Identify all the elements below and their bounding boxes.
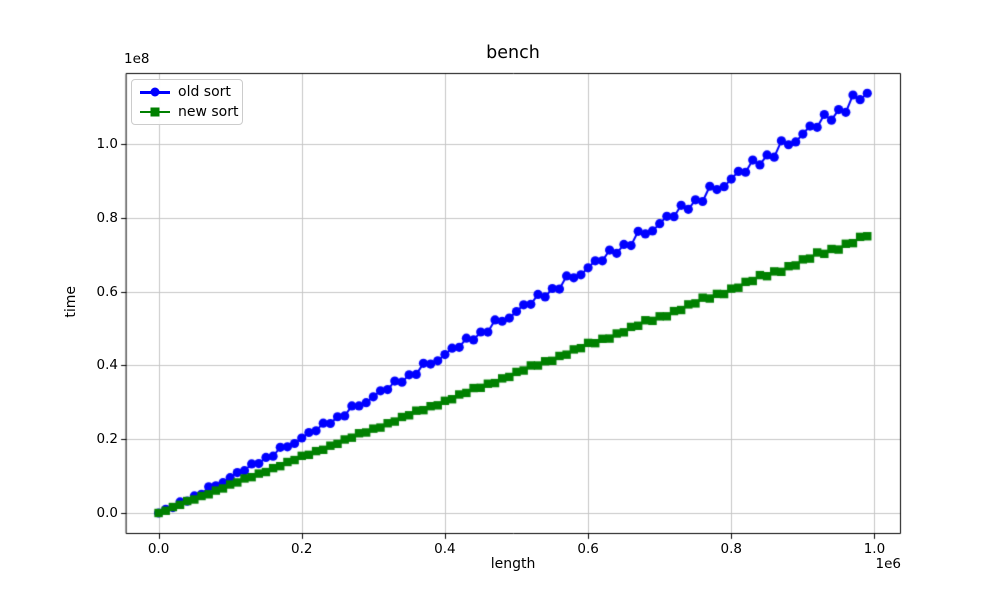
y-axis-offset-text: 1e8 xyxy=(124,51,150,67)
y-tick-label: 0.0 xyxy=(96,505,118,521)
y-tick-label: 1.0 xyxy=(96,135,118,152)
x-tick-label: 0.4 xyxy=(434,541,456,557)
x-tick-label: 0.0 xyxy=(147,541,170,557)
x-axis-offset-text: 1e6 xyxy=(875,556,901,572)
x-tick-label: 0.6 xyxy=(577,541,599,557)
legend-line-sample xyxy=(140,86,170,98)
y-tick-label: 0.6 xyxy=(96,283,118,300)
legend-row: new sort xyxy=(140,104,239,121)
legend-label: new sort xyxy=(178,103,239,120)
chart-title: bench xyxy=(486,43,540,63)
legend-row: old sort xyxy=(140,84,234,101)
legend: old sort new sort xyxy=(131,79,243,125)
circle-marker-icon xyxy=(150,87,160,97)
y-tick-label: 0.2 xyxy=(96,431,118,448)
legend-line-sample xyxy=(140,106,170,118)
square-marker-icon xyxy=(150,107,160,117)
y-tick-label: 0.8 xyxy=(96,209,118,226)
x-axis-label: length xyxy=(490,556,536,572)
x-tick-label: 0.8 xyxy=(720,541,743,557)
x-tick-label: 1.0 xyxy=(863,541,886,557)
legend-label: old sort xyxy=(178,84,231,101)
x-tick-label: 0.2 xyxy=(290,541,313,557)
y-tick-label: 0.4 xyxy=(96,357,118,374)
